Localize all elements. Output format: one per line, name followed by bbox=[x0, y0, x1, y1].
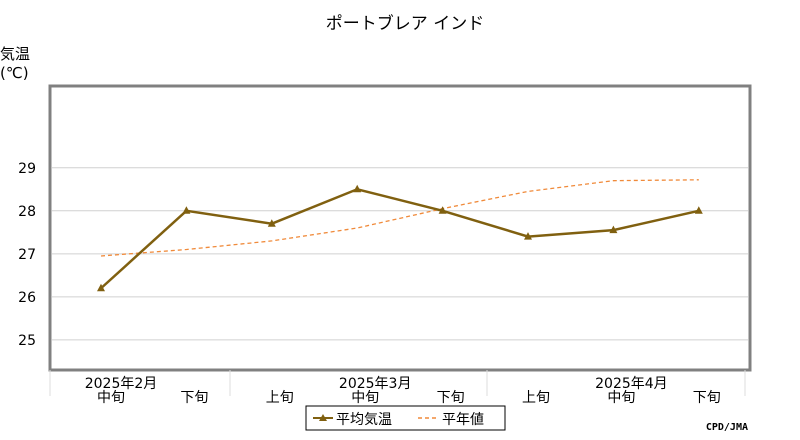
legend: 平均気温 平年値 bbox=[305, 405, 506, 431]
x-dekad-label: 上旬 bbox=[522, 390, 550, 406]
legend-label-normal: 平年値 bbox=[442, 412, 484, 428]
x-dekad-label: 中旬 bbox=[351, 390, 379, 406]
x-month-label: 2025年2月 bbox=[85, 376, 158, 392]
x-dekad-label: 中旬 bbox=[607, 390, 635, 406]
credit-label: CPD/JMA bbox=[706, 422, 748, 433]
grid bbox=[52, 167, 748, 341]
legend-marker-mean bbox=[319, 414, 327, 421]
series-layer bbox=[97, 179, 703, 292]
x-month-label: 2025年3月 bbox=[339, 376, 412, 392]
y-tick-label: 27 bbox=[18, 247, 36, 263]
y-tick-label: 28 bbox=[18, 204, 36, 220]
data-point bbox=[609, 225, 618, 234]
series-line bbox=[100, 187, 700, 290]
legend-label-mean: 平均気温 bbox=[336, 412, 392, 428]
x-dekad-label: 下旬 bbox=[180, 390, 208, 406]
data-point bbox=[182, 206, 191, 214]
y-tick-label: 26 bbox=[18, 290, 36, 306]
series-line bbox=[100, 179, 699, 257]
x-dekad-label: 中旬 bbox=[97, 390, 125, 406]
y-tick-label: 29 bbox=[18, 161, 36, 177]
data-point bbox=[524, 232, 532, 240]
x-dekad-label: 下旬 bbox=[437, 390, 465, 406]
y-axis-label: 気温 bbox=[0, 45, 30, 63]
x-dekad-label: 上旬 bbox=[266, 390, 294, 406]
chart-title: ポートブレア インド bbox=[326, 13, 484, 34]
data-point bbox=[97, 283, 105, 292]
y-tick-label: 25 bbox=[18, 333, 36, 349]
data-point bbox=[438, 206, 447, 214]
x-month-label: 2025年4月 bbox=[595, 376, 668, 392]
legend-box bbox=[305, 405, 506, 431]
data-point bbox=[267, 219, 276, 227]
data-point bbox=[694, 206, 703, 214]
plot-frame bbox=[48, 84, 752, 372]
x-dekad-label: 下旬 bbox=[693, 390, 721, 406]
y-axis-unit: (℃) bbox=[0, 64, 29, 82]
y-ticks: 25 26 27 28 29 bbox=[18, 161, 36, 349]
data-point bbox=[353, 184, 362, 193]
